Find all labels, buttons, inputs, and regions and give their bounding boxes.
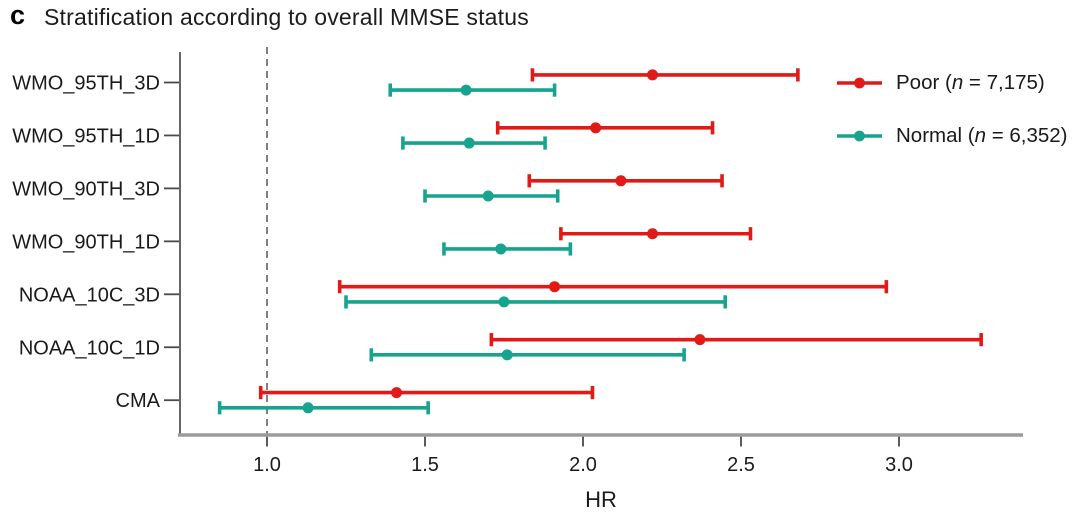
y-axis-label: WMO_95TH_1D (12, 125, 160, 147)
legend-entry-normal: Normal (n = 6,352) (836, 118, 1068, 153)
point-estimate (498, 296, 510, 308)
y-axis-label: CMA (116, 390, 161, 412)
point-estimate (590, 122, 602, 134)
x-tick-label: 2.0 (569, 454, 597, 476)
y-axis-label: NOAA_10C_1D (19, 337, 160, 359)
point-estimate (549, 281, 561, 293)
y-axis-label: WMO_90TH_3D (12, 178, 160, 200)
x-tick-label: 2.5 (727, 454, 755, 476)
x-axis-title: HR (585, 487, 617, 512)
point-estimate (615, 175, 627, 187)
x-tick-label: 1.0 (253, 454, 281, 476)
x-tick-label: 3.0 (885, 454, 913, 476)
legend-label-poor: Poor (n = 7,175) (896, 71, 1045, 95)
legend-entry-poor: Poor (n = 7,175) (836, 65, 1068, 100)
point-estimate (302, 402, 314, 414)
legend-n-symbol: n (974, 123, 986, 147)
point-estimate (391, 387, 403, 399)
point-estimate (647, 228, 659, 240)
point-estimate (501, 349, 513, 361)
legend-n-symbol: n (951, 70, 964, 94)
legend-text: = 6,352) (986, 123, 1068, 147)
point-estimate (647, 69, 659, 81)
legend-text: = 7,175) (963, 70, 1045, 94)
legend-label-normal: Normal (n = 6,352) (896, 124, 1068, 148)
point-estimate (495, 243, 507, 255)
panel-label: c (10, 0, 26, 30)
figure-title: Stratification according to overall MMSE… (44, 4, 529, 30)
point-estimate (482, 190, 494, 202)
point-estimate (460, 84, 472, 96)
legend-text: Poor ( (896, 70, 952, 94)
x-tick-label: 1.5 (411, 454, 439, 476)
y-axis-label: NOAA_10C_3D (19, 284, 160, 306)
legend-marker-normal-icon (837, 130, 882, 141)
point-estimate (463, 137, 475, 149)
legend-marker-poor-icon (837, 77, 882, 88)
legend: Poor (n = 7,175) Normal (n = 6,352) (836, 65, 1068, 153)
point-estimate (694, 334, 706, 346)
y-axis-label: WMO_95TH_3D (12, 73, 160, 95)
y-axis-label: WMO_90TH_1D (12, 231, 160, 253)
legend-text: Normal ( (896, 123, 975, 147)
